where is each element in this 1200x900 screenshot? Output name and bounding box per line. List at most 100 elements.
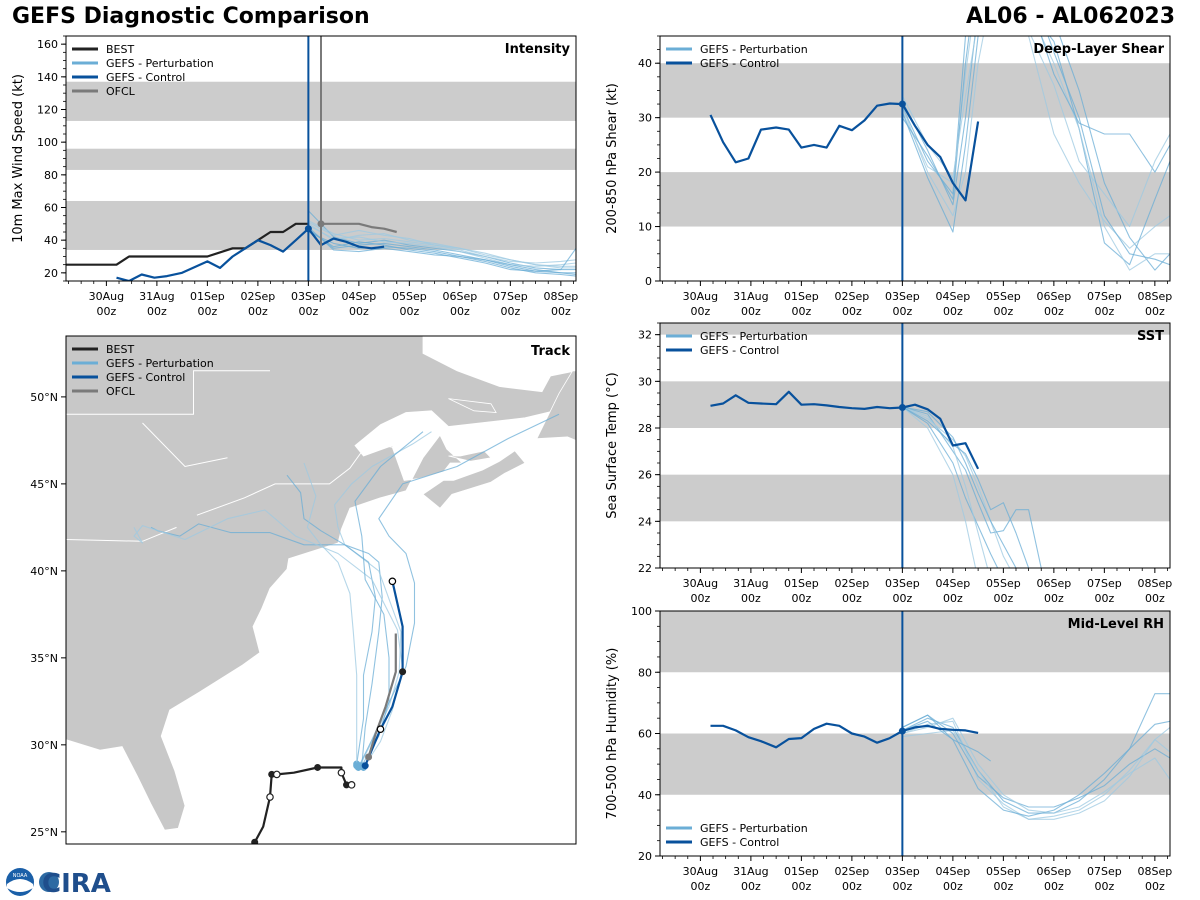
sst-series-gefs-perturbation <box>902 406 999 568</box>
x-tick-label: 01Sep <box>784 577 819 590</box>
track-series-ofcl <box>367 633 397 758</box>
y-tick-label: 40 <box>638 789 652 802</box>
cira-globe-icon <box>39 872 59 892</box>
y-tick-label: 26 <box>638 469 652 482</box>
x-tick-hour-label: 00z <box>1044 305 1064 318</box>
track-series-gefs-control <box>364 581 404 767</box>
y-tick-label: 10 <box>638 221 652 234</box>
x-tick-label: 03Sep <box>885 577 920 590</box>
land-mass <box>536 370 576 441</box>
x-tick-label: 02Sep <box>241 290 276 303</box>
x-tick-label: 30Aug <box>683 577 718 590</box>
storm-id: AL06 - AL062023 <box>966 4 1175 29</box>
legend-label: GEFS - Control <box>106 71 185 84</box>
sst-series-gefs-perturbation <box>902 406 1017 568</box>
map-area <box>66 336 576 844</box>
legend-label: GEFS - Perturbation <box>106 57 214 70</box>
y-tick-label: 32 <box>638 329 652 342</box>
init-marker <box>898 403 906 411</box>
y-axis-label: 200-850 hPa Shear (kt) <box>605 83 620 234</box>
legend-label: BEST <box>106 343 134 356</box>
x-tick-hour-label: 00z <box>450 305 470 318</box>
x-tick-label: 01Sep <box>784 865 819 878</box>
chart-title: Mid-Level RH <box>1068 617 1164 632</box>
x-tick-hour-label: 00z <box>993 305 1013 318</box>
chart-title: Intensity <box>505 42 571 57</box>
x-tick-label: 03Sep <box>291 290 326 303</box>
legend-label: GEFS - Perturbation <box>700 822 808 835</box>
x-tick-hour-label: 00z <box>842 880 862 893</box>
border-line <box>66 370 270 415</box>
shear-series-gefs-control <box>709 102 980 202</box>
x-tick-hour-label: 00z <box>500 305 520 318</box>
x-tick-label: 30Aug <box>683 865 718 878</box>
x-tick-hour-label: 00z <box>791 880 811 893</box>
x-tick-label: 06Sep <box>1036 290 1071 303</box>
lat-tick-label: 50°N <box>30 391 58 404</box>
threshold-band <box>660 172 1170 227</box>
x-tick-hour-label: 00z <box>741 305 761 318</box>
x-tick-label: 30Aug <box>89 290 124 303</box>
intensity-series-gefs-perturbation <box>308 231 576 277</box>
x-tick-hour-label: 00z <box>791 305 811 318</box>
plot-area <box>66 210 576 281</box>
lat-tick-label: 35°N <box>30 652 58 665</box>
best-track-marker <box>314 763 322 771</box>
x-tick-label: 02Sep <box>835 290 870 303</box>
shear-series-gefs-perturbation <box>901 36 1170 266</box>
sst-series-gefs-perturbation <box>902 406 989 568</box>
noaa-wave-icon <box>7 879 33 892</box>
y-tick-label: 120 <box>37 104 58 117</box>
border-line <box>456 361 500 373</box>
x-tick-hour-label: 00z <box>993 880 1013 893</box>
x-tick-label: 02Sep <box>835 865 870 878</box>
legend-label: BEST <box>106 43 134 56</box>
x-tick-hour-label: 00z <box>691 880 711 893</box>
land-mass <box>448 398 497 413</box>
x-tick-label: 07Sep <box>1087 577 1122 590</box>
ofcl-init-marker <box>317 220 325 228</box>
track-series-gefs-perturbation <box>303 462 358 766</box>
x-tick-hour-label: 00z <box>842 592 862 605</box>
x-tick-hour-label: 00z <box>1044 880 1064 893</box>
x-tick-label: 01Sep <box>784 290 819 303</box>
x-tick-label: 31Aug <box>733 865 768 878</box>
legend-label: OFCL <box>106 85 136 98</box>
x-tick-label: 04Sep <box>936 865 971 878</box>
intensity-series-gefs-control <box>116 227 385 281</box>
cira-text: CIRA <box>42 869 111 898</box>
x-tick-hour-label: 00z <box>892 592 912 605</box>
x-tick-hour-label: 00z <box>943 592 963 605</box>
y-tick-label: 40 <box>638 57 652 70</box>
plot-area <box>710 693 1170 820</box>
legend-label: GEFS - Control <box>700 344 779 357</box>
x-tick-hour-label: 00z <box>741 880 761 893</box>
lat-tick-label: 30°N <box>30 739 58 752</box>
x-tick-hour-label: 00z <box>197 305 217 318</box>
x-tick-label: 05Sep <box>986 290 1021 303</box>
legend-label: GEFS - Perturbation <box>106 357 214 370</box>
threshold-band <box>660 323 1170 335</box>
best-track-open-marker <box>272 770 281 779</box>
x-tick-label: 31Aug <box>733 290 768 303</box>
plot-area <box>709 36 1170 271</box>
y-tick-label: 40 <box>44 234 58 247</box>
init-marker <box>304 225 312 233</box>
y-tick-label: 100 <box>631 605 652 618</box>
x-tick-label: 05Sep <box>986 865 1021 878</box>
rh-series-gefs-perturbation <box>902 720 1170 817</box>
x-tick-hour-label: 00z <box>691 592 711 605</box>
x-tick-label: 04Sep <box>936 577 971 590</box>
control-end-marker <box>388 577 397 586</box>
x-tick-hour-label: 00z <box>1145 592 1165 605</box>
x-tick-hour-label: 00z <box>551 305 571 318</box>
x-tick-hour-label: 00z <box>349 305 369 318</box>
y-tick-label: 20 <box>638 166 652 179</box>
page-title: GEFS Diagnostic Comparison <box>12 4 370 29</box>
x-tick-hour-label: 00z <box>147 305 167 318</box>
threshold-band <box>660 611 1170 673</box>
x-tick-hour-label: 00z <box>892 880 912 893</box>
init-marker <box>898 100 906 108</box>
